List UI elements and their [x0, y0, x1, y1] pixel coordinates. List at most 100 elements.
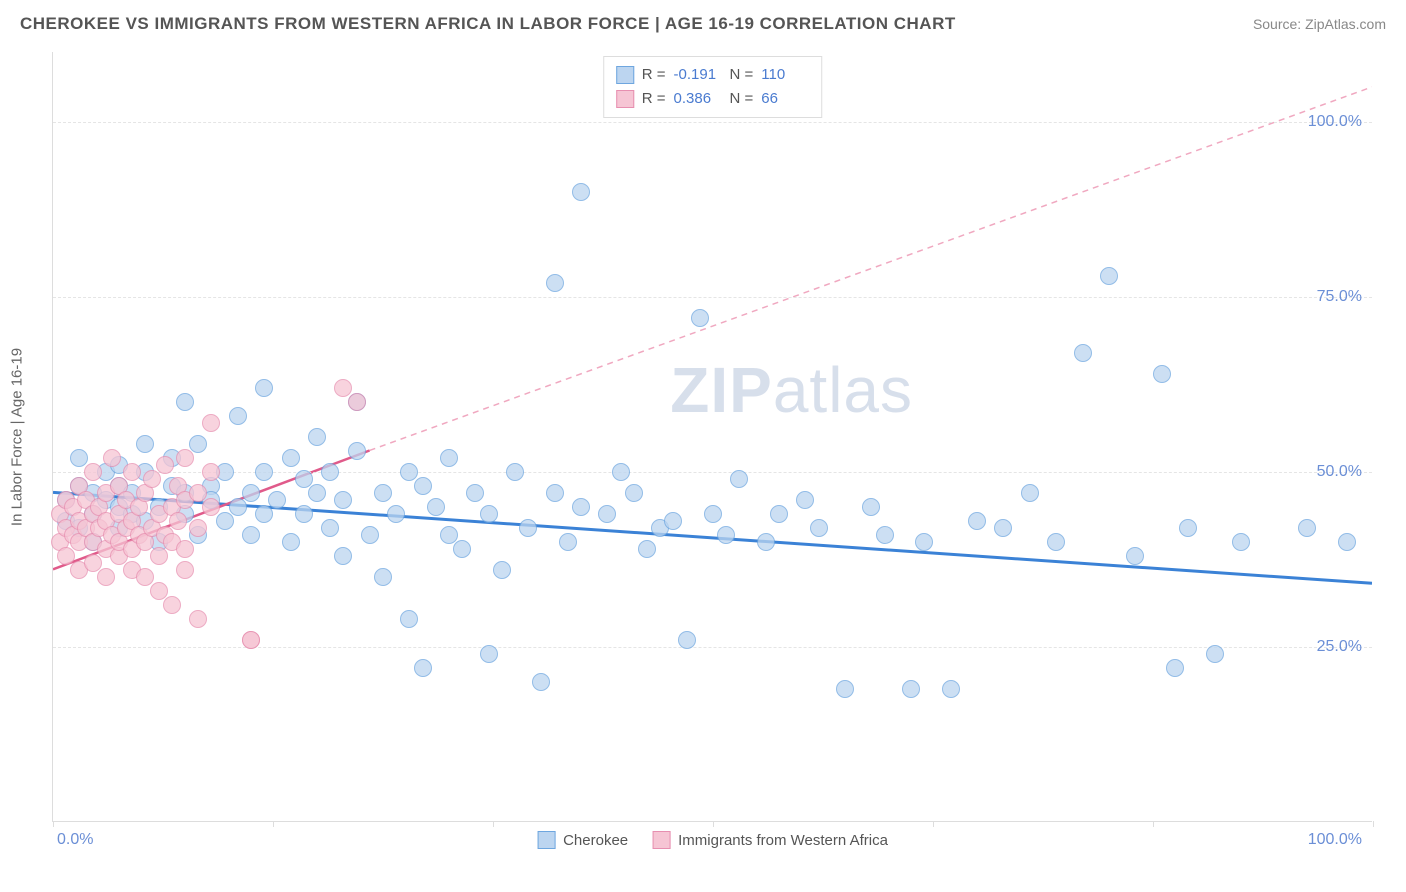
- scatter-point: [176, 393, 194, 411]
- scatter-point: [308, 484, 326, 502]
- chart-container: CHEROKEE VS IMMIGRANTS FROM WESTERN AFRI…: [0, 0, 1406, 892]
- scatter-point: [189, 435, 207, 453]
- scatter-point: [321, 463, 339, 481]
- scatter-point: [229, 498, 247, 516]
- scatter-point: [156, 456, 174, 474]
- scatter-point: [176, 449, 194, 467]
- scatter-point: [1153, 365, 1171, 383]
- y-tick-label: 50.0%: [1317, 463, 1362, 481]
- scatter-point: [1232, 533, 1250, 551]
- scatter-point: [572, 183, 590, 201]
- x-tick: [273, 821, 274, 827]
- scatter-point: [466, 484, 484, 502]
- scatter-point: [150, 547, 168, 565]
- scatter-point: [480, 645, 498, 663]
- scatter-point: [1126, 547, 1144, 565]
- scatter-point: [1166, 659, 1184, 677]
- scatter-point: [169, 512, 187, 530]
- scatter-point: [559, 533, 577, 551]
- scatter-point: [414, 477, 432, 495]
- trend-lines-layer: [53, 52, 1372, 821]
- scatter-point: [123, 463, 141, 481]
- scatter-point: [216, 512, 234, 530]
- x-tick: [493, 821, 494, 827]
- grid-line: [53, 122, 1372, 123]
- scatter-point: [255, 463, 273, 481]
- scatter-point: [163, 596, 181, 614]
- y-axis-label: In Labor Force | Age 16-19: [9, 347, 26, 525]
- scatter-point: [519, 519, 537, 537]
- scatter-point: [202, 463, 220, 481]
- scatter-point: [1206, 645, 1224, 663]
- grid-line: [53, 472, 1372, 473]
- r-value: 0.386: [674, 87, 722, 111]
- scatter-point: [348, 442, 366, 460]
- scatter-point: [229, 407, 247, 425]
- scatter-point: [176, 561, 194, 579]
- scatter-point: [691, 309, 709, 327]
- scatter-point: [202, 414, 220, 432]
- scatter-point: [506, 463, 524, 481]
- x-tick-label: 100.0%: [1308, 831, 1362, 849]
- scatter-point: [902, 680, 920, 698]
- scatter-point: [546, 274, 564, 292]
- legend-series: Cherokee Immigrants from Western Africa: [537, 831, 888, 849]
- legend-swatch: [616, 66, 634, 84]
- scatter-point: [876, 526, 894, 544]
- legend-stat-row: R =-0.191N =110: [616, 63, 810, 87]
- scatter-point: [770, 505, 788, 523]
- scatter-point: [1074, 344, 1092, 362]
- scatter-point: [295, 505, 313, 523]
- scatter-point: [968, 512, 986, 530]
- x-tick: [713, 821, 714, 827]
- legend-item: Cherokee: [537, 831, 628, 849]
- scatter-point: [84, 463, 102, 481]
- legend-swatch: [616, 90, 634, 108]
- scatter-point: [1021, 484, 1039, 502]
- scatter-point: [202, 498, 220, 516]
- x-tick: [53, 821, 54, 827]
- scatter-point: [427, 498, 445, 516]
- scatter-point: [730, 470, 748, 488]
- scatter-point: [374, 484, 392, 502]
- scatter-point: [189, 610, 207, 628]
- scatter-point: [638, 540, 656, 558]
- scatter-point: [994, 519, 1012, 537]
- n-label: N =: [730, 63, 754, 87]
- scatter-point: [453, 540, 471, 558]
- scatter-point: [796, 491, 814, 509]
- scatter-point: [136, 435, 154, 453]
- scatter-point: [361, 526, 379, 544]
- legend-stats: R =-0.191N =110R =0.386N =66: [603, 56, 823, 118]
- scatter-point: [1298, 519, 1316, 537]
- scatter-point: [321, 519, 339, 537]
- scatter-point: [176, 540, 194, 558]
- scatter-point: [348, 393, 366, 411]
- scatter-point: [1047, 533, 1065, 551]
- scatter-point: [282, 533, 300, 551]
- scatter-point: [678, 631, 696, 649]
- trend-line: [370, 87, 1372, 451]
- scatter-point: [757, 533, 775, 551]
- source-label: Source: ZipAtlas.com: [1253, 16, 1386, 32]
- scatter-point: [810, 519, 828, 537]
- scatter-point: [836, 680, 854, 698]
- x-tick: [1153, 821, 1154, 827]
- scatter-point: [546, 484, 564, 502]
- n-label: N =: [730, 87, 754, 111]
- scatter-point: [915, 533, 933, 551]
- scatter-point: [400, 610, 418, 628]
- scatter-point: [1100, 267, 1118, 285]
- y-tick-label: 100.0%: [1308, 113, 1362, 131]
- scatter-point: [704, 505, 722, 523]
- scatter-point: [493, 561, 511, 579]
- scatter-point: [255, 379, 273, 397]
- scatter-point: [334, 491, 352, 509]
- scatter-point: [664, 512, 682, 530]
- legend-swatch: [537, 831, 555, 849]
- n-value: 66: [761, 87, 809, 111]
- y-tick-label: 25.0%: [1317, 638, 1362, 656]
- scatter-point: [97, 568, 115, 586]
- x-tick: [1373, 821, 1374, 827]
- legend-label: Immigrants from Western Africa: [678, 832, 888, 849]
